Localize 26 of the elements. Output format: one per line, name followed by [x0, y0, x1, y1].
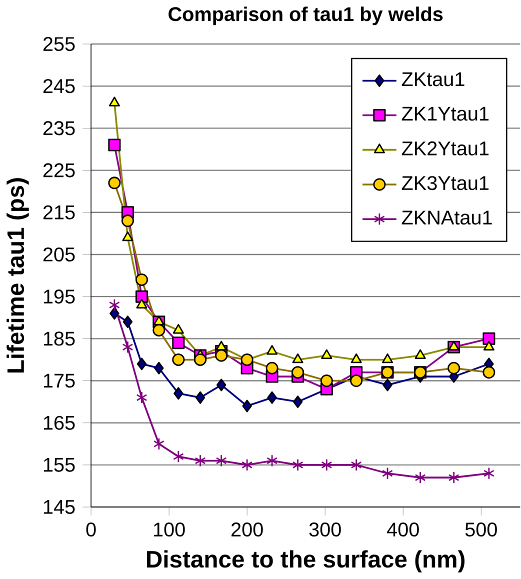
y-tick-label: 245: [44, 79, 75, 94]
legend-label: ZK3Ytau1: [402, 176, 489, 190]
y-tick-label: 175: [44, 374, 75, 388]
x-tick-label: 400: [387, 522, 420, 537]
y-tick-label: 155: [44, 458, 75, 472]
x-tick-label: 0: [86, 522, 96, 537]
y-tick-label: 165: [44, 416, 75, 430]
x-tick-label: 100: [154, 522, 185, 537]
y-tick-label: 185: [44, 332, 75, 346]
legend-label: ZK2Ytau1: [402, 141, 489, 156]
x-tick-label: 300: [309, 522, 342, 537]
chart-title: Comparison of tau1 by welds: [168, 6, 443, 26]
y-tick-label: 255: [44, 37, 75, 52]
y-tick-label: 195: [44, 290, 75, 304]
y-tick-label: 205: [44, 247, 75, 262]
x-tick-label: 200: [232, 522, 263, 537]
y-tick-label: 235: [44, 121, 75, 136]
legend-label: ZKNAtau1: [402, 210, 492, 225]
x-axis-title: Distance to the surface (nm): [147, 550, 465, 572]
x-tick-label: 500: [466, 522, 498, 537]
y-tick-label: 215: [44, 205, 75, 220]
y-tick-label: 225: [44, 163, 75, 178]
y-tick-label: 145: [44, 500, 75, 514]
legend-label: ZK1Ytau1: [402, 106, 489, 121]
y-axis-title: Lifetime tau1 (ps): [6, 178, 29, 373]
legend-label: ZKtau1: [402, 72, 464, 86]
